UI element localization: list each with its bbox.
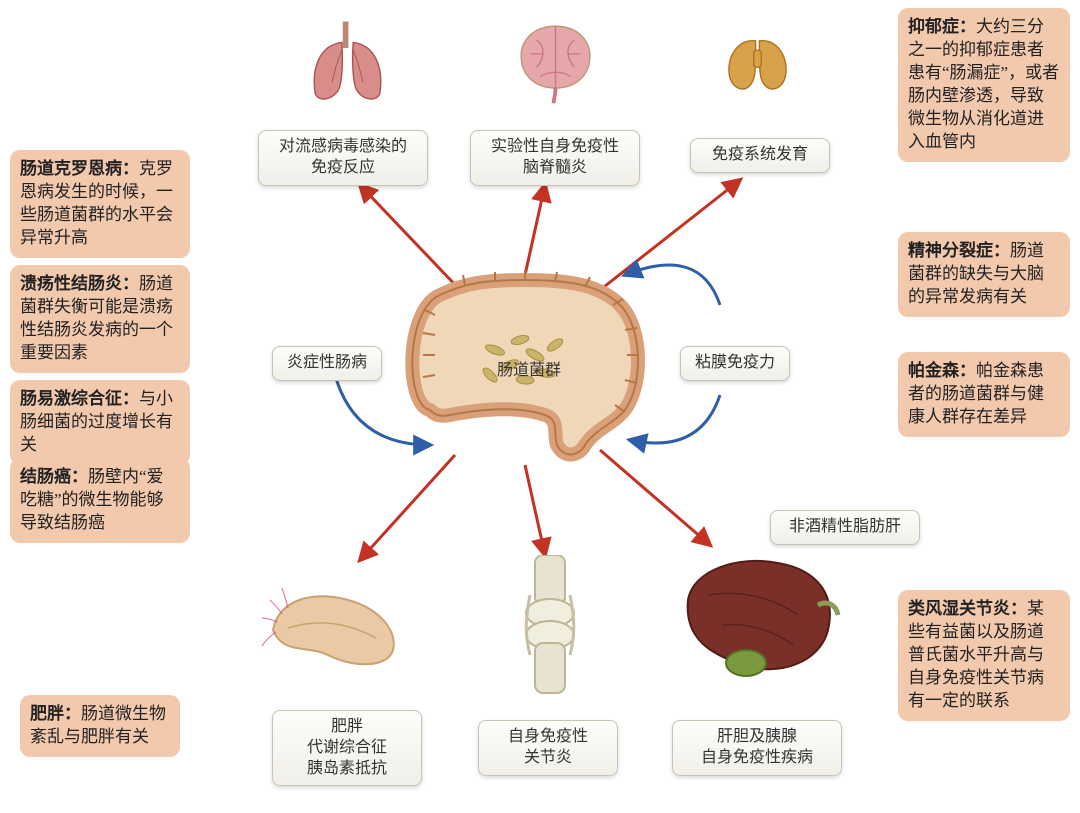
diagram-canvas: 肠道菌群 炎症性肠病 粘膜免疫力 对流感病毒感染的 免疫反应 实验性自身免疫性 …	[0, 0, 1080, 813]
box-body: 大约三分之一的抑郁症患者患有“肠漏症”，或者肠内壁渗透，导致微生物从消化道进入血…	[908, 17, 1059, 151]
left-box-4: 肥胖：肠道微生物紊乱与肥胖有关	[20, 695, 180, 757]
box-title: 肠易激综合征：	[20, 389, 139, 408]
node-pancreas: 肥胖 代谢综合征 胰岛素抵抗	[272, 710, 422, 786]
box-title: 肠道克罗恩病：	[20, 159, 139, 178]
node-lungs: 对流感病毒感染的 免疫反应	[258, 130, 428, 186]
center-label: 肠道菌群	[497, 356, 561, 380]
left-box-0: 肠道克罗恩病：克罗恩病发生的时候，一些肠道菌群的水平会异常升高	[10, 150, 190, 258]
right-box-1: 精神分裂症：肠道菌群的缺失与大脑的异常发病有关	[898, 232, 1070, 317]
pancreas-icon	[258, 560, 408, 690]
right-box-2: 帕金森：帕金森患者的肠道菌群与健康人群存在差异	[898, 352, 1070, 437]
node-nafl: 非酒精性脂肪肝	[770, 510, 920, 545]
joint-icon	[495, 555, 605, 695]
right-box-3: 类风湿关节炎：某些有益菌以及肠道普氏菌水平升高与自身免疫性关节病有一定的联系	[898, 590, 1070, 721]
box-title: 结肠癌：	[20, 467, 88, 486]
node-joint: 自身免疫性 关节炎	[478, 720, 618, 776]
thyroid-icon	[710, 22, 805, 107]
box-title: 精神分裂症：	[908, 241, 1010, 260]
node-brain: 实验性自身免疫性 脑脊髓炎	[470, 130, 640, 186]
left-box-2: 肠易激综合征：与小肠细菌的过度增长有关	[10, 380, 190, 465]
liver-icon	[668, 545, 843, 695]
lungs-icon	[300, 12, 395, 107]
box-title: 肥胖：	[30, 704, 81, 723]
right-box-0: 抑郁症：大约三分之一的抑郁症患者患有“肠漏症”，或者肠内壁渗透，导致微生物从消化…	[898, 8, 1070, 162]
node-right-mucosal: 粘膜免疫力	[680, 346, 790, 381]
node-left-ibd: 炎症性肠病	[272, 346, 382, 381]
left-box-1: 溃疡性结肠炎：肠道菌群失衡可能是溃疡性结肠炎发病的一个重要因素	[10, 265, 190, 373]
box-title: 帕金森：	[908, 361, 976, 380]
left-box-3: 结肠癌：肠壁内“爱吃糖”的微生物能够导致结肠癌	[10, 458, 190, 543]
box-title: 类风湿关节炎：	[908, 599, 1027, 618]
node-liver: 肝胆及胰腺 自身免疫性疾病	[672, 720, 842, 776]
box-title: 抑郁症：	[908, 17, 976, 36]
node-thyroid: 免疫系统发育	[690, 138, 830, 173]
brain-icon	[508, 12, 603, 107]
box-title: 溃疡性结肠炎：	[20, 274, 139, 293]
